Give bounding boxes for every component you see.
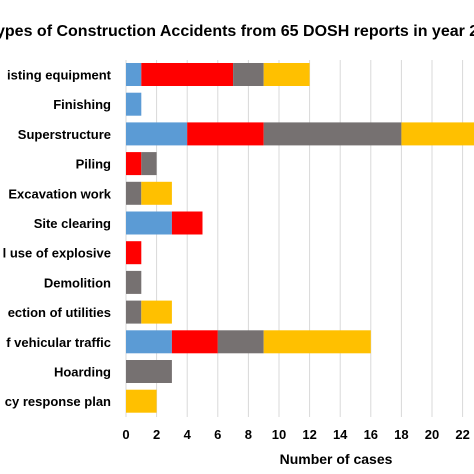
category-label: Hoarding xyxy=(54,365,111,380)
bar-segment xyxy=(401,122,474,146)
bar-segment xyxy=(126,152,142,176)
bar-segment xyxy=(126,181,142,205)
bar-segment xyxy=(141,63,234,86)
x-tick-label: 22 xyxy=(455,427,469,442)
x-tick-label: 4 xyxy=(184,427,192,442)
x-tick-label: 12 xyxy=(302,427,316,442)
bar-segment xyxy=(141,181,172,205)
bar-segment xyxy=(217,330,264,354)
bar-segment xyxy=(263,330,371,354)
category-label: Finishing xyxy=(53,97,111,112)
x-tick-label: 10 xyxy=(272,427,286,442)
category-label: Superstructure xyxy=(18,127,111,142)
x-tick-label: 8 xyxy=(245,427,252,442)
category-label: Demolition xyxy=(44,275,111,290)
x-tick-label: 0 xyxy=(122,427,129,442)
bar-segment xyxy=(126,330,172,354)
bar-segment xyxy=(263,122,402,146)
x-tick-labels: 0 2 4 6 8 10 12 14 16 18 20 22 xyxy=(122,427,469,442)
bar-segment xyxy=(126,92,142,116)
bar-segment xyxy=(263,63,310,86)
category-label: isting equipment xyxy=(7,68,112,83)
bar-segment xyxy=(126,389,157,413)
category-label: cy response plan xyxy=(5,394,111,409)
bar-segment xyxy=(171,211,203,235)
x-axis-label: Number of cases xyxy=(280,451,393,467)
x-tick-label: 20 xyxy=(425,427,439,442)
bar-segment xyxy=(141,152,157,176)
x-tick-label: 14 xyxy=(333,427,348,442)
bar-segment xyxy=(233,63,264,86)
category-label: Site clearing xyxy=(34,216,111,231)
category-label: Piling xyxy=(76,157,111,172)
chart-title: ypes of Construction Accidents from 65 D… xyxy=(0,23,474,40)
bar-segment xyxy=(187,122,264,146)
category-label: l use of explosive xyxy=(3,246,111,261)
bar-segment xyxy=(141,300,172,324)
category-label: f vehicular traffic xyxy=(6,335,111,350)
bar-segment xyxy=(126,211,172,235)
bar-segment xyxy=(126,241,142,265)
bar-segment xyxy=(126,270,142,294)
x-tick-label: 16 xyxy=(364,427,378,442)
bar-segment xyxy=(126,122,188,146)
bar-segment xyxy=(171,330,218,354)
category-label: ection of utilities xyxy=(8,305,111,320)
grid xyxy=(125,60,464,417)
category-labels: isting equipment Finishing Superstructure P… xyxy=(3,68,112,410)
bar-segment xyxy=(126,63,142,86)
bars xyxy=(126,63,474,413)
bar-segment xyxy=(126,360,172,383)
x-tick-label: 2 xyxy=(153,427,160,442)
category-label: Excavation work xyxy=(8,186,111,201)
bar-segment xyxy=(126,300,142,324)
x-tick-label: 6 xyxy=(214,427,221,442)
x-tick-label: 18 xyxy=(394,427,408,442)
